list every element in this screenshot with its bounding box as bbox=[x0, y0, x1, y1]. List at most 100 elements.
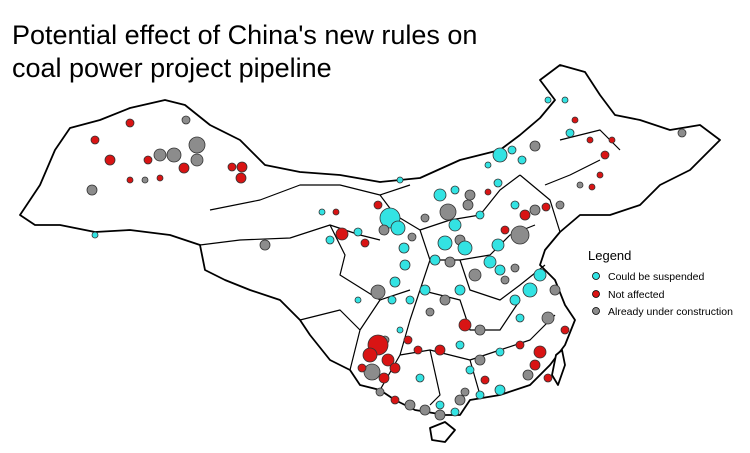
project-marker bbox=[126, 176, 134, 184]
project-marker bbox=[153, 148, 167, 162]
project-marker bbox=[494, 264, 506, 276]
project-marker bbox=[474, 354, 486, 366]
title-line: coal power project pipeline bbox=[12, 53, 332, 83]
project-marker bbox=[378, 372, 390, 384]
project-marker bbox=[143, 155, 153, 165]
project-marker bbox=[544, 96, 552, 104]
project-marker bbox=[235, 172, 247, 184]
project-marker bbox=[178, 162, 190, 174]
project-marker bbox=[156, 174, 164, 182]
province-borders bbox=[199, 129, 621, 406]
project-marker bbox=[353, 227, 363, 237]
project-marker bbox=[515, 340, 525, 350]
project-marker bbox=[457, 240, 473, 256]
project-marker bbox=[429, 254, 441, 266]
project-marker bbox=[396, 176, 404, 184]
taiwan bbox=[551, 349, 566, 386]
project-marker bbox=[522, 282, 538, 298]
project-marker bbox=[362, 347, 378, 363]
project-marker bbox=[492, 147, 508, 163]
project-marker bbox=[600, 150, 610, 160]
legend-swatch bbox=[592, 272, 600, 280]
project-marker bbox=[425, 307, 435, 317]
project-marker bbox=[399, 259, 411, 271]
project-marker bbox=[480, 375, 490, 385]
project-marker bbox=[190, 153, 204, 167]
project-marker bbox=[166, 147, 182, 163]
project-marker bbox=[90, 135, 100, 145]
project-marker bbox=[529, 140, 541, 152]
project-marker bbox=[433, 188, 447, 202]
project-marker bbox=[517, 155, 527, 165]
project-marker bbox=[543, 373, 553, 383]
project-marker bbox=[454, 284, 466, 296]
legend-title: Legend bbox=[588, 248, 631, 263]
project-marker bbox=[398, 242, 410, 254]
project-marker bbox=[509, 294, 521, 306]
project-marker bbox=[541, 202, 551, 212]
project-marker bbox=[541, 311, 555, 325]
project-marker bbox=[468, 268, 482, 282]
china-outline bbox=[19, 64, 721, 416]
legend: Could be suspended Not affected Already un… bbox=[592, 271, 733, 318]
project-marker bbox=[464, 189, 476, 201]
project-marker bbox=[491, 238, 505, 252]
project-marker bbox=[515, 313, 525, 323]
project-marker bbox=[529, 359, 541, 371]
project-marker bbox=[318, 208, 326, 216]
project-marker bbox=[413, 345, 423, 355]
project-marker bbox=[533, 268, 547, 282]
project-marker bbox=[325, 235, 335, 245]
project-marker bbox=[561, 96, 569, 104]
project-marker bbox=[533, 345, 547, 359]
project-marker bbox=[419, 284, 431, 296]
project-marker bbox=[360, 238, 370, 248]
project-marker bbox=[450, 407, 460, 417]
hainan bbox=[429, 421, 456, 443]
project-marker bbox=[403, 335, 413, 345]
project-marker bbox=[439, 203, 457, 221]
project-marker bbox=[387, 295, 397, 305]
project-marker bbox=[465, 365, 475, 375]
project-marker bbox=[141, 176, 149, 184]
legend-label: Already under construction bbox=[608, 306, 733, 318]
project-marker bbox=[335, 227, 349, 241]
project-marker bbox=[586, 136, 594, 144]
project-marker bbox=[474, 324, 486, 336]
legend-swatch bbox=[592, 307, 600, 315]
project-marker bbox=[434, 409, 446, 421]
project-marker bbox=[357, 363, 367, 373]
project-marker bbox=[510, 225, 530, 245]
project-marker bbox=[407, 232, 417, 242]
project-marker bbox=[259, 239, 271, 251]
project-marker bbox=[484, 188, 492, 196]
project-marker bbox=[188, 136, 206, 154]
project-marker bbox=[378, 224, 390, 236]
project-marker bbox=[507, 145, 517, 155]
project-marker bbox=[227, 162, 237, 172]
project-marker bbox=[375, 387, 385, 397]
project-marker bbox=[494, 384, 506, 396]
project-marker bbox=[576, 181, 584, 189]
project-marker bbox=[475, 390, 485, 400]
project-marker bbox=[389, 362, 401, 374]
project-marker bbox=[125, 118, 135, 128]
project-marker bbox=[565, 128, 575, 138]
project-marker bbox=[560, 325, 570, 335]
project-marker bbox=[419, 404, 431, 416]
project-marker bbox=[396, 326, 404, 334]
project-marker bbox=[549, 284, 561, 296]
project-marker bbox=[420, 213, 430, 223]
project-marker bbox=[522, 369, 534, 381]
project-marker bbox=[435, 400, 445, 410]
project-marker bbox=[484, 161, 492, 169]
project-marker bbox=[529, 204, 541, 216]
project-marker bbox=[493, 178, 503, 188]
project-marker bbox=[495, 347, 505, 357]
project-marker bbox=[437, 235, 453, 251]
markers bbox=[86, 96, 687, 421]
project-marker bbox=[500, 225, 510, 235]
project-marker bbox=[510, 263, 520, 273]
project-marker bbox=[404, 399, 416, 411]
project-marker bbox=[462, 199, 474, 211]
